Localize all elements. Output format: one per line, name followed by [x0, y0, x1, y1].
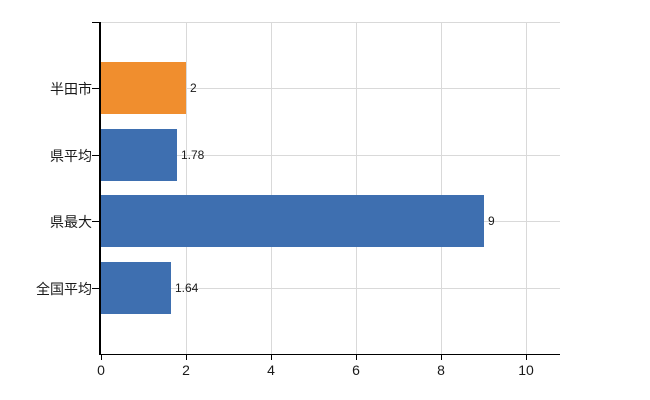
- x-tick-label: 8: [437, 362, 445, 378]
- y-tick: [92, 88, 99, 89]
- category-label: 県平均: [50, 148, 92, 164]
- x-tick-label: 2: [182, 362, 190, 378]
- value-label: 1.64: [175, 281, 199, 295]
- x-tick: [271, 355, 272, 360]
- x-tick: [101, 355, 102, 360]
- bar: [101, 129, 177, 181]
- bar: [101, 195, 484, 247]
- x-tick: [186, 355, 187, 360]
- y-tick: [92, 221, 99, 222]
- category-label: 半田市: [50, 81, 92, 97]
- value-label: 2: [190, 81, 197, 95]
- value-label: 1.78: [181, 148, 205, 162]
- x-gridline: [186, 22, 187, 354]
- x-tick-label: 4: [267, 362, 275, 378]
- value-label: 9: [488, 214, 495, 228]
- category-label: 全国平均: [36, 281, 92, 297]
- y-tick: [92, 22, 99, 23]
- bar: [101, 62, 186, 114]
- x-gridline: [526, 22, 527, 354]
- y-tick: [92, 288, 99, 289]
- plot-top-border: [101, 22, 560, 23]
- y-tick: [92, 155, 99, 156]
- x-tick: [526, 355, 527, 360]
- y-axis-line: [99, 22, 101, 355]
- x-tick: [441, 355, 442, 360]
- x-gridline: [441, 22, 442, 354]
- x-tick-label: 10: [518, 362, 534, 378]
- y-gridline: [101, 88, 560, 89]
- x-gridline: [271, 22, 272, 354]
- x-axis-line: [99, 354, 560, 355]
- x-gridline: [356, 22, 357, 354]
- x-tick: [356, 355, 357, 360]
- bar: [101, 262, 171, 314]
- y-gridline: [101, 155, 560, 156]
- y-gridline: [101, 288, 560, 289]
- x-tick-label: 6: [352, 362, 360, 378]
- x-tick-label: 0: [97, 362, 105, 378]
- category-label: 県最大: [50, 214, 92, 230]
